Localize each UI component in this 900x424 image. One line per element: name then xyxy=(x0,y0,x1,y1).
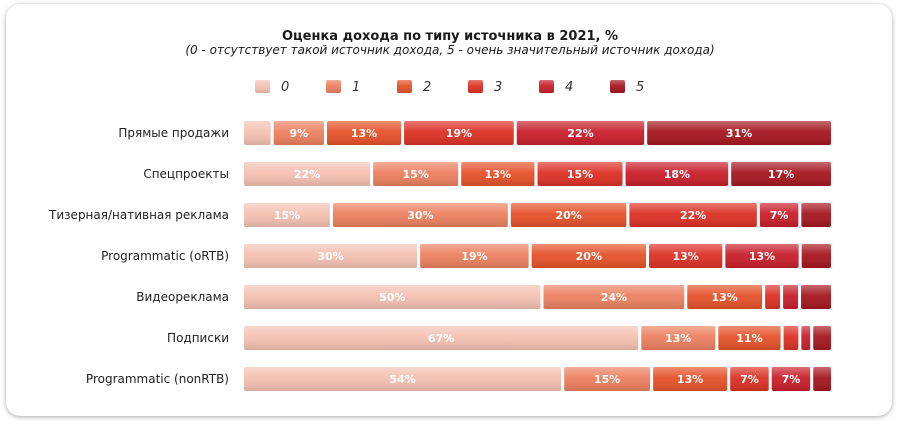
bar-gloss xyxy=(244,285,541,309)
bar-gloss xyxy=(641,326,716,350)
data-label: 11% xyxy=(736,332,762,345)
data-label: 67% xyxy=(428,332,454,345)
bar-gloss xyxy=(647,121,831,145)
bar-gloss xyxy=(629,203,757,227)
bar-gloss xyxy=(273,121,325,145)
bar-gloss xyxy=(783,285,799,309)
bar-gloss xyxy=(404,121,514,145)
data-label: 54% xyxy=(389,373,415,386)
bar-gloss xyxy=(244,162,371,186)
bar-gloss xyxy=(801,244,831,268)
data-label: 17% xyxy=(768,168,794,181)
bar-gloss xyxy=(327,121,402,145)
bar-gloss xyxy=(718,326,781,350)
bar-gloss xyxy=(625,162,729,186)
data-label: 30% xyxy=(317,250,343,263)
category-label: Тизерная/нативная реклама xyxy=(48,208,229,222)
data-label: 9% xyxy=(289,127,308,140)
bar-gloss xyxy=(813,367,831,391)
data-label: 13% xyxy=(485,168,511,181)
data-label: 20% xyxy=(555,209,581,222)
bar-gloss xyxy=(537,162,623,186)
category-label: Подписки xyxy=(167,331,229,345)
data-label: 7% xyxy=(770,209,789,222)
data-label: 13% xyxy=(351,127,377,140)
bar-gloss xyxy=(516,121,645,145)
legend-label-1: 1 xyxy=(352,80,360,95)
data-label: 31% xyxy=(726,127,752,140)
bar-gloss xyxy=(801,203,831,227)
category-label: Programmatic (nonRTB) xyxy=(86,372,229,386)
bar-gloss xyxy=(771,367,811,391)
legend-swatch-gloss xyxy=(326,80,341,93)
bar-gloss xyxy=(649,244,723,268)
category-label: Programmatic (oRTB) xyxy=(101,249,229,263)
legend-label-2: 2 xyxy=(423,80,431,95)
category-label: Прямые продажи xyxy=(118,126,229,140)
data-label: 30% xyxy=(407,209,433,222)
bar-gloss xyxy=(332,203,508,227)
bar-gloss xyxy=(730,367,769,391)
bar-gloss xyxy=(725,244,799,268)
chart-title: Оценка дохода по типу источника в 2021, … xyxy=(282,29,618,44)
category-label: Видеореклама xyxy=(136,290,229,304)
bar-gloss xyxy=(420,244,529,268)
data-label: 7% xyxy=(782,373,801,386)
legend-label-0: 0 xyxy=(281,80,289,95)
bar-gloss xyxy=(244,367,562,391)
bar-gloss xyxy=(543,285,685,309)
bar-gloss xyxy=(731,162,831,186)
data-label: 19% xyxy=(446,127,472,140)
plot-area: Прямые продажи 9% 13% 19% 22% 31% Спецпроекты 2… xyxy=(48,121,831,391)
bar-gloss xyxy=(687,285,763,309)
category-label: Спецпроекты xyxy=(143,167,229,181)
bar-gloss xyxy=(244,244,418,268)
data-label: 24% xyxy=(601,291,627,304)
bar-gloss xyxy=(244,203,330,227)
legend: 0 1 2 3 4 5 xyxy=(255,80,644,95)
data-label: 50% xyxy=(379,291,405,304)
bar-gloss xyxy=(373,162,459,186)
data-label: 15% xyxy=(402,168,428,181)
data-label: 22% xyxy=(294,168,320,181)
bar-gloss xyxy=(783,326,799,350)
bar-gloss xyxy=(461,162,535,186)
legend-swatch-gloss xyxy=(468,80,483,93)
legend-swatch-gloss xyxy=(397,80,412,93)
data-label: 18% xyxy=(664,168,690,181)
legend-swatch-gloss xyxy=(255,80,270,93)
data-label: 7% xyxy=(740,373,759,386)
legend-label-4: 4 xyxy=(565,80,573,95)
data-label: 19% xyxy=(461,250,487,263)
data-label: 15% xyxy=(594,373,620,386)
data-label: 13% xyxy=(665,332,691,345)
bar-gloss xyxy=(653,367,728,391)
bar-gloss xyxy=(759,203,799,227)
legend-label-5: 5 xyxy=(636,80,644,95)
legend-label-3: 3 xyxy=(494,80,502,95)
chart-subtitle: (0 - отсутствует такой источник дохода, … xyxy=(185,43,714,57)
data-label: 13% xyxy=(749,250,775,263)
bar-gloss xyxy=(813,326,831,350)
bar-gloss xyxy=(765,285,781,309)
data-label: 20% xyxy=(576,250,602,263)
bar-gloss xyxy=(531,244,647,268)
data-label: 22% xyxy=(567,127,593,140)
data-label: 13% xyxy=(673,250,699,263)
bar-gloss xyxy=(801,285,831,309)
legend-swatch-gloss xyxy=(539,80,554,93)
bar-gloss xyxy=(244,121,271,145)
data-label: 22% xyxy=(680,209,706,222)
data-label: 13% xyxy=(712,291,738,304)
data-label: 15% xyxy=(274,209,300,222)
bar-gloss xyxy=(801,326,811,350)
legend-swatch-gloss xyxy=(610,80,625,93)
bar-gloss xyxy=(244,326,639,350)
data-label: 13% xyxy=(677,373,703,386)
bar-gloss xyxy=(564,367,651,391)
data-label: 15% xyxy=(567,168,593,181)
bar-gloss xyxy=(510,203,627,227)
